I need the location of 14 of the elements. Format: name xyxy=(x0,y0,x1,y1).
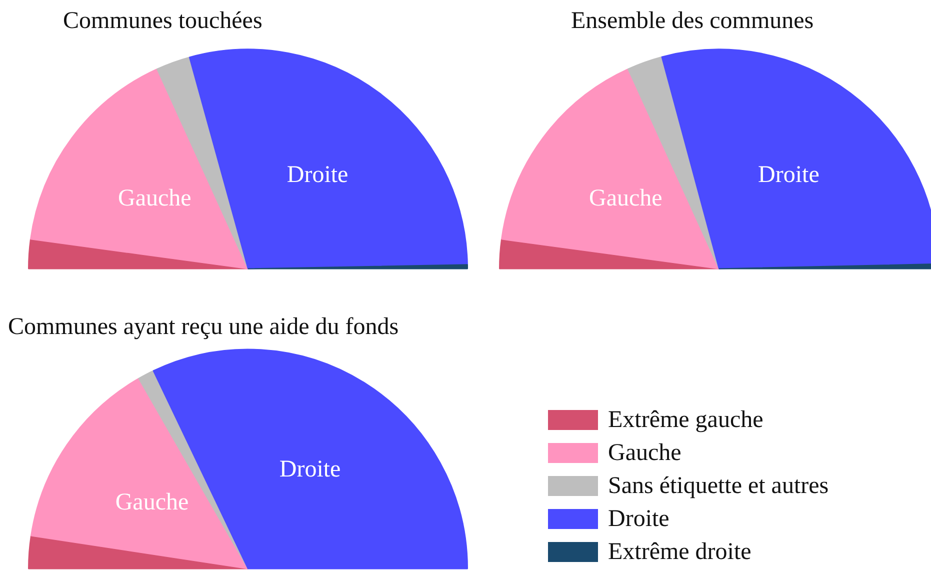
legend-label: Gauche xyxy=(608,440,682,466)
chart-title: Ensemble des communes xyxy=(571,8,814,35)
data-label: Droite xyxy=(286,162,348,188)
data-label: Droite xyxy=(279,456,341,483)
legend-label: Extrême droite xyxy=(608,538,752,564)
data-label: Gauche xyxy=(115,489,189,516)
legend-label: Sans étiquette et autres xyxy=(608,472,829,498)
chart-title: Communes touchées xyxy=(63,8,262,35)
data-label: Droite xyxy=(758,162,820,188)
data-label: Gauche xyxy=(118,186,192,212)
chart-title: Communes ayant reçu une aide du fonds xyxy=(8,314,399,341)
legend-label: Droite xyxy=(608,506,670,532)
data-label: Gauche xyxy=(588,186,662,212)
legend-label: Extrême gauche xyxy=(608,406,764,432)
